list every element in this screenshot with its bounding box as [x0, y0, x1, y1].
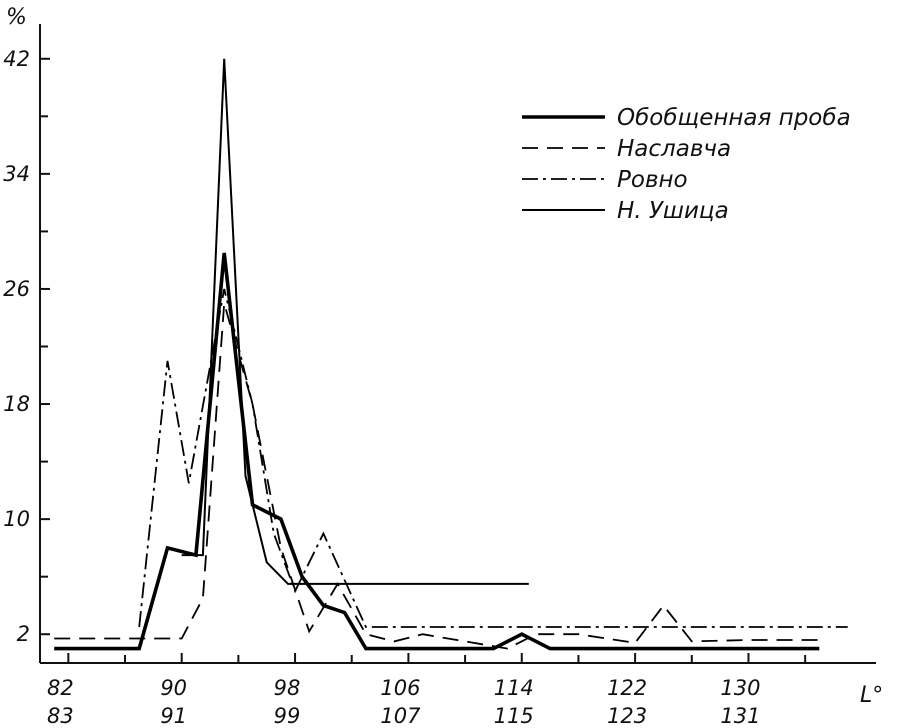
- x-tick-label-secondary: 123: [607, 704, 647, 728]
- legend-label: Ровно: [617, 167, 688, 193]
- legend-label: Н. Ушица: [617, 198, 729, 224]
- x-tick-label: 114: [494, 676, 534, 700]
- series-line-3: [138, 288, 848, 628]
- x-tick-label-secondary: 91: [160, 704, 187, 728]
- series-line-4: [181, 58, 529, 585]
- y-tick-label: 2: [17, 622, 30, 646]
- legend-label: Обобщенная проба: [617, 105, 851, 131]
- x-tick-label: 90: [160, 676, 187, 700]
- x-tick-label-secondary: 107: [380, 704, 421, 728]
- series-line-1: [54, 252, 820, 651]
- legend: Обобщенная проба Наславча Ровно Н. Ушица: [522, 105, 851, 224]
- legend-label: Наславча: [617, 136, 731, 162]
- x-tick-label-secondary: 83: [47, 704, 74, 728]
- axes: 2 10 18 26 34 42 82 83 90 91 98 99 106 107 114 115 122 12…: [3, 5, 883, 728]
- y-tick-label: 10: [3, 507, 30, 531]
- x-tick-label: 122: [607, 676, 647, 700]
- x-tick-label: 106: [380, 676, 420, 700]
- x-tick-label-secondary: 131: [720, 704, 760, 728]
- y-tick-label: 34: [3, 162, 30, 186]
- x-tick-label-secondary: 115: [494, 704, 534, 728]
- y-tick-label: 42: [3, 47, 30, 71]
- x-tick-label: 82: [47, 676, 74, 700]
- y-tick-label: 18: [3, 392, 30, 416]
- series-line-2: [54, 303, 820, 650]
- x-tick-label-secondary: 99: [274, 704, 301, 728]
- y-tick-label: 26: [3, 277, 30, 301]
- series-lines: [54, 58, 848, 651]
- x-axis-label: L°: [860, 683, 883, 708]
- y-axis-label: %: [6, 5, 27, 30]
- x-tick-label: 130: [720, 676, 760, 700]
- x-tick-label: 98: [274, 676, 301, 700]
